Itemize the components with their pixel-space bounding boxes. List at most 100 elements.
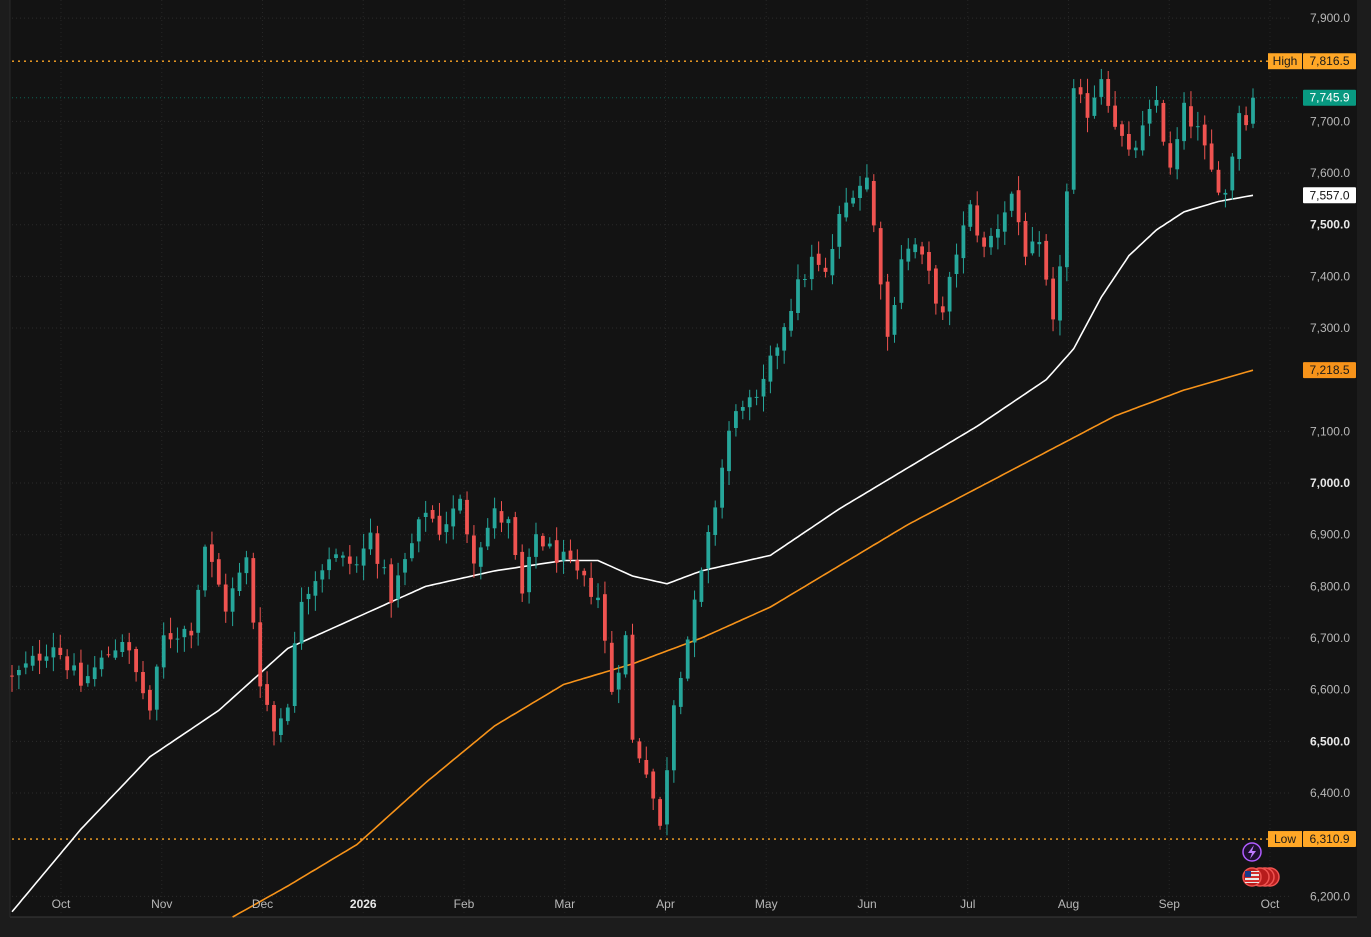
candle-body bbox=[1175, 139, 1180, 170]
candle-body bbox=[989, 235, 993, 248]
candle-body bbox=[437, 515, 442, 535]
candle-body bbox=[306, 593, 311, 600]
candle-body bbox=[354, 564, 359, 566]
candle-body bbox=[272, 705, 276, 732]
moving-averages bbox=[11, 194, 1254, 918]
y-axis: 6,200.0 6,400.0 6,500.0 6,600.0 6,700.0 6,800… bbox=[1310, 11, 1350, 903]
candle-body bbox=[347, 556, 352, 564]
candle-body bbox=[382, 567, 387, 569]
x-tick-label: Apr bbox=[656, 897, 675, 911]
x-tick-label: Dec bbox=[252, 897, 273, 911]
high-tag-label: High bbox=[1273, 54, 1298, 68]
candle-body bbox=[99, 657, 104, 670]
event-icons[interactable] bbox=[1242, 842, 1280, 887]
candle-body bbox=[761, 378, 766, 397]
candle-body bbox=[575, 560, 580, 571]
high-tag bbox=[1268, 53, 1302, 70]
candle-body bbox=[927, 252, 931, 271]
candle-body bbox=[637, 741, 642, 759]
candle-body bbox=[699, 570, 704, 602]
x-tick-label: May bbox=[755, 897, 778, 911]
candle-body bbox=[416, 519, 421, 542]
candle-body bbox=[161, 635, 166, 668]
candle-body bbox=[23, 663, 28, 668]
candle-body bbox=[444, 524, 449, 533]
candle-body bbox=[1182, 102, 1186, 142]
y-tick-label: 7,000.0 bbox=[1310, 476, 1350, 490]
candle-body bbox=[389, 564, 394, 603]
candle-body bbox=[630, 634, 635, 740]
lightning-event-icon[interactable] bbox=[1242, 842, 1262, 862]
candle-body bbox=[809, 256, 814, 280]
y-tick-label: 6,800.0 bbox=[1310, 579, 1350, 593]
candle-body bbox=[982, 237, 986, 247]
x-tick-label: Nov bbox=[151, 897, 172, 911]
candle-body bbox=[375, 533, 380, 564]
candle-body bbox=[430, 510, 435, 519]
ma-white-badge-value: 7,557.0 bbox=[1309, 188, 1349, 202]
low-tag-label: Low bbox=[1274, 832, 1296, 846]
candle-body bbox=[148, 689, 152, 711]
candle-body bbox=[1009, 193, 1014, 211]
candle-body bbox=[706, 532, 711, 569]
candle-body bbox=[1230, 156, 1235, 191]
low-badge-value: 6,310.9 bbox=[1309, 832, 1349, 846]
candle-body bbox=[51, 647, 56, 658]
candle-body bbox=[127, 642, 132, 651]
y-tick-label: 7,900.0 bbox=[1310, 11, 1350, 25]
candle-body bbox=[934, 268, 938, 304]
candle-body bbox=[251, 558, 256, 623]
candle-body bbox=[1140, 125, 1145, 151]
candle-body bbox=[1030, 241, 1035, 254]
candle-body bbox=[292, 643, 297, 706]
candle-body bbox=[768, 355, 773, 382]
moving-average-white bbox=[11, 194, 1254, 913]
candle-body bbox=[230, 588, 235, 612]
candle-body bbox=[789, 311, 793, 331]
candle-body bbox=[672, 705, 676, 771]
candle-body bbox=[623, 635, 628, 675]
candle-body bbox=[665, 770, 669, 825]
candle-body bbox=[534, 534, 538, 557]
candle-body bbox=[1223, 192, 1228, 195]
candle-body bbox=[1154, 100, 1159, 106]
x-tick-label: Oct bbox=[1261, 897, 1280, 911]
candle-body bbox=[1002, 212, 1007, 232]
candle-body bbox=[485, 527, 490, 547]
ma-white-badge bbox=[1303, 187, 1356, 204]
candle-body bbox=[1085, 93, 1090, 118]
candle-body bbox=[92, 667, 97, 680]
candle-body bbox=[740, 407, 745, 411]
plot-background bbox=[10, 0, 1357, 917]
candle-body bbox=[754, 396, 759, 398]
candle-body bbox=[10, 675, 14, 677]
candle-body bbox=[865, 177, 869, 190]
candle-body bbox=[837, 214, 842, 247]
candle-body bbox=[734, 411, 738, 428]
candle-body bbox=[1189, 106, 1193, 127]
candle-body bbox=[168, 633, 173, 640]
candle-body bbox=[830, 249, 835, 276]
candle-body bbox=[899, 259, 904, 303]
candle-body bbox=[871, 181, 876, 226]
candle-body bbox=[223, 584, 228, 612]
candle-body bbox=[361, 548, 366, 566]
candle-body bbox=[499, 511, 504, 523]
candle-body bbox=[182, 628, 187, 638]
candle-body bbox=[472, 535, 476, 564]
candle-body bbox=[1051, 278, 1055, 320]
candle-body bbox=[17, 670, 21, 676]
candle-body bbox=[582, 570, 587, 576]
us-flag-event-icon[interactable] bbox=[1242, 867, 1280, 887]
candle-body bbox=[720, 467, 724, 508]
x-tick-label: 2026 bbox=[350, 897, 377, 911]
last-price-badge bbox=[1303, 89, 1356, 106]
candle-body bbox=[244, 557, 249, 574]
candle-body bbox=[616, 672, 621, 690]
y-tick-label: 7,500.0 bbox=[1310, 218, 1350, 232]
candle-body bbox=[258, 622, 263, 687]
candle-body bbox=[954, 254, 959, 274]
grid bbox=[12, 0, 1290, 917]
